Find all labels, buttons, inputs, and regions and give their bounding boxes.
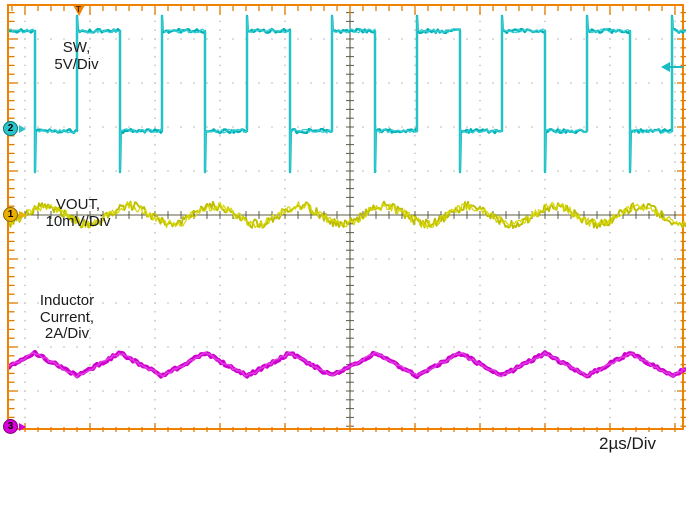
scope-graticule: SW, 5V/Div VOUT, 10mV/Div Inductor Curre…: [3, 4, 686, 434]
channel-3-marker: 3: [3, 419, 18, 434]
sw-label-line1: SW,: [62, 39, 91, 56]
waveform-canvas: [9, 6, 686, 432]
timebase-label: 2µs/Div: [599, 434, 657, 453]
channel-2-marker: 2: [3, 121, 18, 136]
inductor-label-line2: Current,: [39, 308, 95, 326]
vout-label-line2: 10mV/Div: [45, 212, 111, 230]
inductor-current-waveform-fuzz: [9, 351, 686, 379]
sw-trace-label: SW, 5V/Div: [34, 39, 119, 73]
vout-trace-label: VOUT, 10mV/Div: [27, 196, 129, 230]
trigger-level-arrow-tail: [670, 66, 683, 68]
channel-2-arrow-icon: [19, 125, 26, 133]
channel-3-arrow-icon: [19, 423, 26, 431]
inductor-label-line3: 2A/Div: [44, 325, 90, 342]
sw-label-line2: 5V/Div: [54, 55, 99, 73]
trigger-level-arrow-head: [661, 62, 670, 72]
channel-1-marker: 1: [3, 207, 18, 222]
vout-waveform-fuzz: [9, 201, 686, 229]
inductor-trace-label: Inductor Current, 2A/Div: [25, 292, 109, 343]
channel-1-arrow-icon: [19, 211, 26, 219]
trigger-level-arrow-icon: [661, 62, 683, 72]
trigger-position-marker-icon: T: [73, 5, 85, 16]
vout-label-line1: VOUT,: [55, 196, 101, 213]
sw-waveform-fuzz: [9, 15, 686, 173]
inductor-label-line1: Inductor: [39, 292, 95, 309]
trigger-t-glyph: T: [76, 5, 81, 14]
